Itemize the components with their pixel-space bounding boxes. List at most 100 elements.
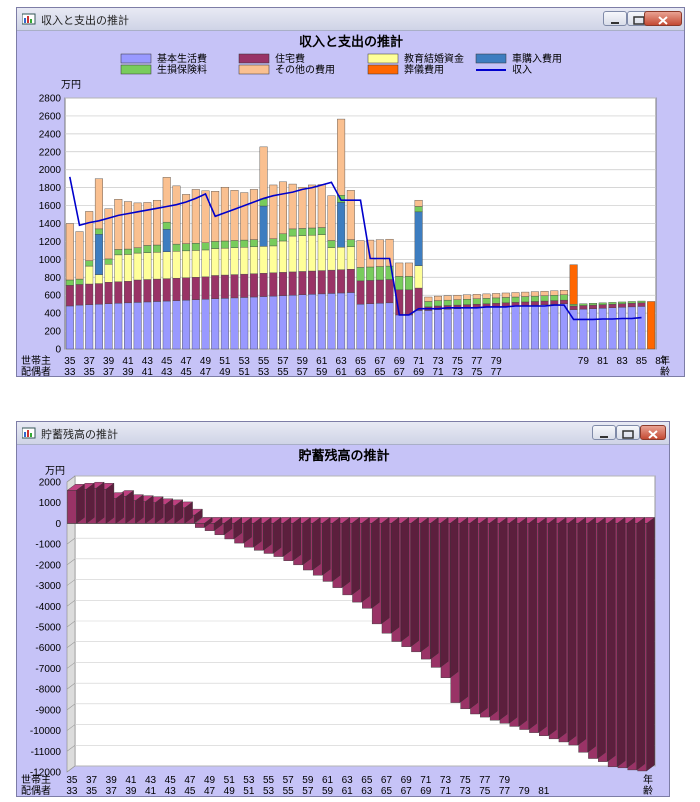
bar-segment <box>94 234 103 275</box>
bar-segment <box>249 296 258 350</box>
savings-chart: 貯蓄残高の推計 万円 2000 1000 0 -1000 -2000 -3000 -4000… <box>21 448 656 796</box>
x-tick-spouse: 47 <box>200 367 212 376</box>
bar-side <box>469 517 478 710</box>
head-row-label: 世帯主 <box>21 773 51 786</box>
bar-segment <box>627 306 636 350</box>
bar-side <box>272 517 282 554</box>
bar-side <box>616 517 626 768</box>
gridline <box>66 745 76 752</box>
x-tick-head: 49 <box>200 356 212 367</box>
x-tick-head: 79 <box>491 356 503 367</box>
y-tick-label: 1800 <box>39 183 62 194</box>
y-tick-label: 2000 <box>39 165 62 176</box>
app-icon <box>22 13 36 25</box>
bar-segment <box>259 296 268 350</box>
bar-side <box>607 517 616 763</box>
app-icon <box>22 427 36 439</box>
bar-segment <box>530 291 539 297</box>
bar-side <box>331 517 341 582</box>
bar-side <box>86 482 95 524</box>
x-tick-head: 37 <box>84 356 96 367</box>
bar-segment <box>337 247 346 270</box>
bar-segment <box>598 304 607 309</box>
y-tick-label: -10000 <box>30 726 62 737</box>
bar-segment <box>123 201 132 250</box>
minimize-button[interactable] <box>592 425 616 440</box>
legend-label: 生損保険料 <box>157 63 207 76</box>
x-tick-head: 79 <box>578 356 590 367</box>
x-tick-spouse: 77 <box>499 786 511 796</box>
bar-segment <box>404 262 413 277</box>
x-tick-head: 63 <box>342 775 354 786</box>
bar-segment <box>404 289 413 316</box>
y-tick-label: -1000 <box>35 540 61 551</box>
bar-segment <box>356 280 365 305</box>
close-icon <box>648 430 658 439</box>
bar-segment <box>463 299 472 305</box>
bar-segment <box>356 267 365 282</box>
bar-segment <box>279 272 287 296</box>
legend-label: 葬儀費用 <box>404 63 444 76</box>
y-tick-label: 0 <box>55 519 61 530</box>
age-label-top: 年 <box>660 354 670 367</box>
legend-label: その他の費用 <box>275 63 335 76</box>
x-tick-head: 47 <box>181 356 193 367</box>
bar-segment <box>172 185 181 245</box>
bar-side <box>557 517 567 740</box>
bar-segment <box>530 301 539 306</box>
bar-segment <box>123 302 132 350</box>
x-tick-spouse: 75 <box>479 786 491 796</box>
bar-side <box>479 517 488 715</box>
legend-swatch <box>238 53 270 64</box>
bar-segment <box>327 247 336 271</box>
bar-segment <box>424 301 433 308</box>
bar-segment <box>65 285 74 307</box>
x-tick-head: 59 <box>302 775 314 786</box>
bar-segment <box>259 205 268 247</box>
bar-segment <box>298 186 307 229</box>
bar-segment <box>298 294 307 350</box>
bars <box>66 481 656 772</box>
bar-segment <box>375 279 384 304</box>
bar-segment <box>75 231 84 280</box>
x-tick-head: 73 <box>432 356 444 367</box>
bar-segment <box>182 243 191 252</box>
close-button[interactable] <box>644 11 682 26</box>
bar-segment <box>637 302 646 307</box>
bar-segment <box>298 228 307 236</box>
bar-segment <box>414 265 423 289</box>
bar-segment <box>153 278 162 302</box>
bar-side <box>449 517 459 679</box>
bar-segment <box>220 274 229 299</box>
bar-segment <box>279 240 287 273</box>
bar-side <box>459 517 469 704</box>
bar-segment <box>123 254 132 282</box>
bar-segment <box>472 294 481 300</box>
x-tick-spouse: 33 <box>66 786 78 796</box>
bar-segment <box>346 269 355 293</box>
gridline <box>66 765 76 773</box>
x-tick-head: 77 <box>479 775 491 786</box>
bar-segment <box>133 247 142 254</box>
bar-segment <box>530 304 539 350</box>
bar-side <box>626 517 636 769</box>
y-tick-label: 1000 <box>39 498 62 509</box>
x-tick-spouse: 61 <box>342 786 354 796</box>
bar-segment <box>85 211 94 261</box>
maximize-button[interactable] <box>616 425 640 440</box>
x-tick-head: 41 <box>122 356 134 367</box>
bar-segment <box>240 297 249 350</box>
bar-segment <box>279 295 287 350</box>
bar-segment <box>85 283 94 305</box>
legend-swatch <box>367 53 399 64</box>
spouse-row-label: 配偶者 <box>21 784 51 796</box>
bar-segment <box>259 146 268 200</box>
chart-title: 収入と支出の推計 <box>299 34 403 49</box>
bar-segment <box>424 296 433 302</box>
bar-segment <box>501 292 510 298</box>
bar-segment <box>569 305 578 310</box>
x-tick-head: 39 <box>106 775 118 786</box>
y-tick-label: 400 <box>44 309 61 320</box>
close-button[interactable] <box>640 425 666 440</box>
minimize-button[interactable] <box>603 11 627 26</box>
